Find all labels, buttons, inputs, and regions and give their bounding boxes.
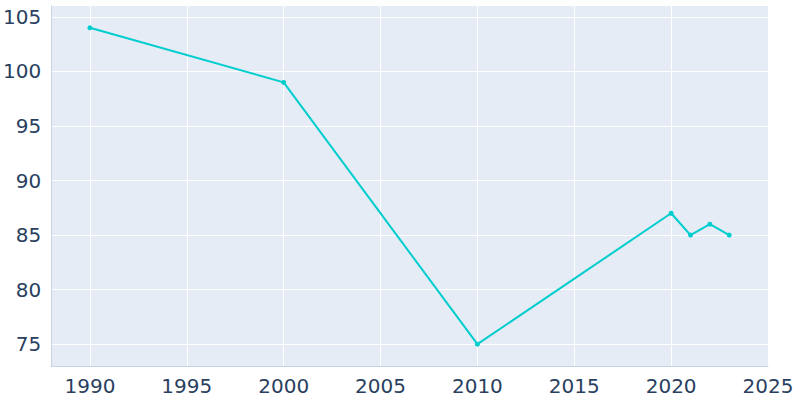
svg-text:2025: 2025 — [743, 374, 794, 398]
svg-text:75: 75 — [16, 332, 41, 356]
svg-text:2010: 2010 — [452, 374, 503, 398]
svg-text:1995: 1995 — [161, 374, 212, 398]
svg-text:2000: 2000 — [258, 374, 309, 398]
svg-text:2015: 2015 — [549, 374, 600, 398]
svg-text:90: 90 — [16, 169, 41, 193]
svg-text:2005: 2005 — [355, 374, 406, 398]
svg-text:1990: 1990 — [64, 374, 115, 398]
svg-text:80: 80 — [16, 278, 41, 302]
svg-text:85: 85 — [16, 223, 41, 247]
svg-text:105: 105 — [3, 5, 41, 29]
svg-text:95: 95 — [16, 114, 41, 138]
svg-text:100: 100 — [3, 59, 41, 83]
svg-text:2020: 2020 — [646, 374, 697, 398]
